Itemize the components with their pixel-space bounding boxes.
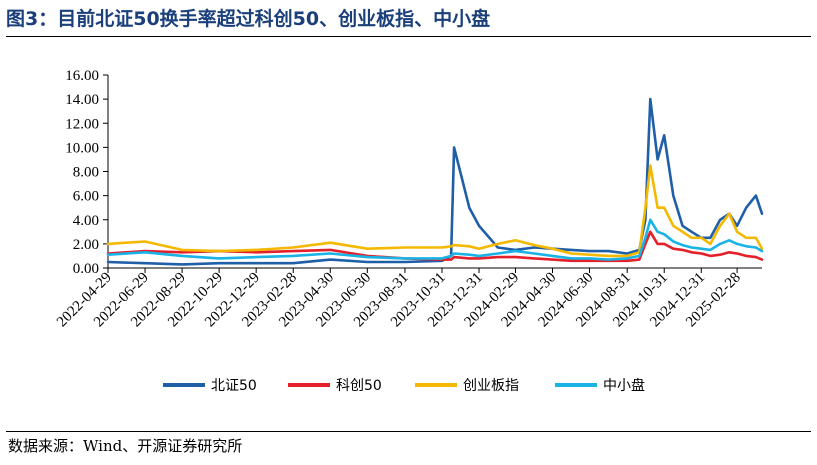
legend-label: 北证50 <box>211 378 257 394</box>
data-source-note: 数据来源：Wind、开源证券研究所 <box>8 437 243 455</box>
y-tick-label: 4.00 <box>73 213 99 229</box>
y-tick-label: 2.00 <box>73 237 99 253</box>
series-line <box>106 164 764 258</box>
y-tick-label: 16.00 <box>65 68 99 84</box>
y-tick-label: 0.00 <box>73 261 99 277</box>
legend-label: 创业板指 <box>463 378 519 394</box>
figure-title: 图3：目前北证50换手率超过科创50、创业板指、中小盘 <box>6 8 491 30</box>
y-axis: 0.00 2.00 4.00 6.00 8.00 10.00 12.00 14.00 16.00 <box>65 68 109 277</box>
y-tick-label: 8.00 <box>73 165 99 181</box>
legend: 北证50 科创50 创业板指 中小盘 <box>163 377 645 394</box>
bottom-rule <box>6 431 811 432</box>
series-line <box>106 97 764 266</box>
series-line <box>106 230 764 263</box>
series-line <box>106 218 764 261</box>
top-rule <box>6 36 811 37</box>
legend-label: 科创50 <box>336 378 382 394</box>
y-tick-label: 10.00 <box>65 140 99 156</box>
y-tick-label: 6.00 <box>73 189 99 205</box>
y-tick-label: 12.00 <box>65 116 99 132</box>
x-axis: 2022-04-292022-06-292022-08-292022-10-29… <box>54 267 762 330</box>
legend-label: 中小盘 <box>603 377 645 394</box>
y-tick-label: 14.00 <box>65 92 99 108</box>
series-lines <box>106 97 764 266</box>
